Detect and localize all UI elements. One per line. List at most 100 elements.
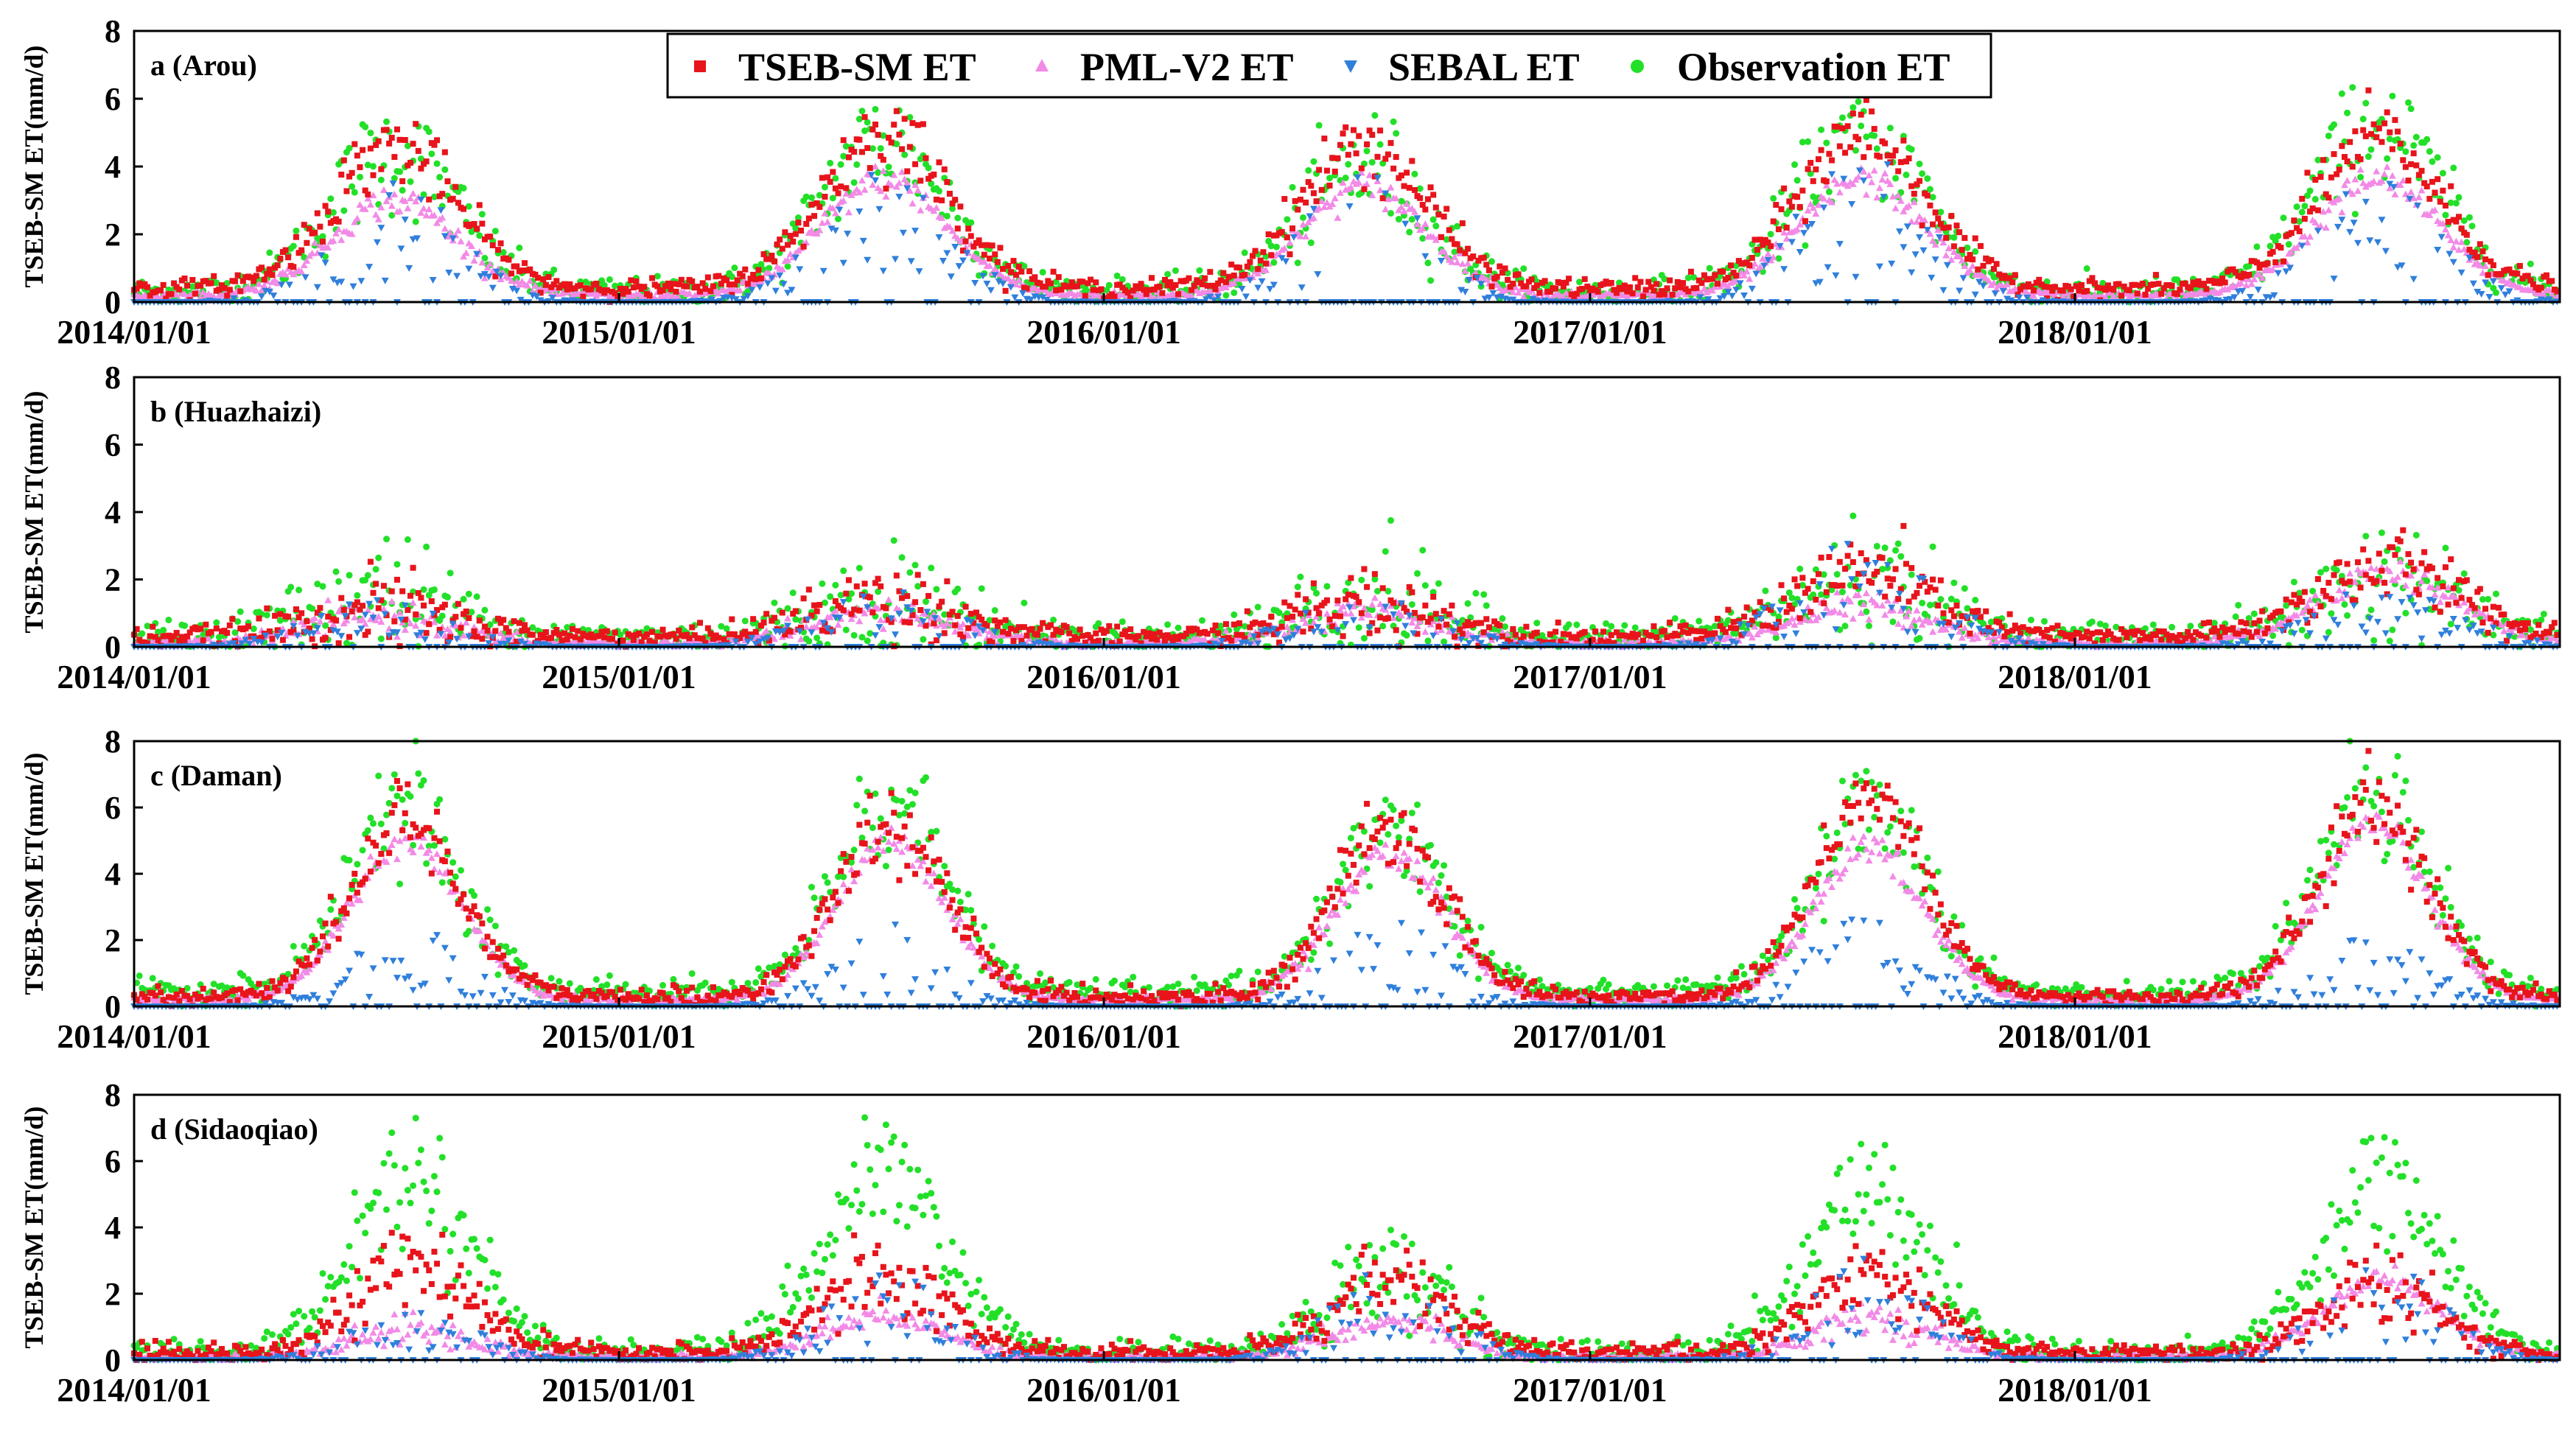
data-point <box>1411 170 1418 178</box>
data-point <box>1924 192 1931 199</box>
data-point <box>2412 133 2420 141</box>
data-point <box>410 141 416 147</box>
data-point <box>2203 286 2210 292</box>
data-point <box>404 142 411 150</box>
data-point <box>208 280 214 287</box>
data-point <box>540 276 547 283</box>
data-point <box>2426 195 2433 202</box>
data-point <box>1810 193 1817 200</box>
data-point <box>1379 623 1387 630</box>
data-point <box>2376 125 2382 132</box>
data-point <box>2423 136 2431 143</box>
data-point <box>1435 580 1442 587</box>
data-point <box>829 194 836 202</box>
data-point <box>1788 203 1795 210</box>
data-point <box>465 590 472 597</box>
data-point <box>1863 608 1870 615</box>
data-point <box>1661 291 1667 298</box>
data-point <box>861 127 869 135</box>
data-point <box>2088 618 2096 625</box>
data-point <box>1977 242 1984 249</box>
data-point <box>491 228 499 235</box>
data-point <box>1807 160 1814 167</box>
data-point <box>1903 171 1910 178</box>
data-point <box>2455 194 2463 201</box>
data-point <box>2389 146 2395 153</box>
data-point <box>1533 282 1540 289</box>
data-point <box>821 183 828 191</box>
data-point <box>1948 213 1955 220</box>
data-point <box>1911 190 1917 197</box>
data-point <box>2485 272 2491 278</box>
data-point <box>2149 621 2157 628</box>
data-point <box>2115 281 2122 287</box>
data-point <box>835 190 841 197</box>
data-point <box>861 113 868 120</box>
data-point <box>298 247 305 253</box>
data-point <box>2341 600 2348 608</box>
data-point <box>237 288 244 295</box>
data-point <box>487 234 494 240</box>
data-point <box>2429 178 2435 185</box>
data-point <box>1876 153 1883 160</box>
data-point <box>1772 634 1779 642</box>
data-point <box>744 281 751 287</box>
data-point <box>2325 194 2332 201</box>
data-point <box>2410 150 2417 157</box>
data-point <box>668 286 674 292</box>
data-point <box>1581 276 1588 282</box>
data-point <box>1326 175 1334 182</box>
data-point <box>872 122 878 128</box>
data-point <box>1329 155 1336 161</box>
data-point <box>832 581 839 589</box>
data-point <box>1671 614 1679 622</box>
data-point <box>1818 147 1824 153</box>
data-point <box>853 161 861 168</box>
data-point <box>1111 293 1118 300</box>
data-point <box>1416 185 1424 192</box>
data-point <box>290 242 297 250</box>
data-point <box>1430 192 1437 198</box>
data-point <box>2253 243 2261 250</box>
data-point <box>2365 87 2372 94</box>
data-point <box>1712 272 1718 278</box>
data-point <box>468 228 475 236</box>
data-point <box>393 561 401 568</box>
data-point <box>2442 211 2449 219</box>
data-point <box>192 290 198 297</box>
data-point <box>1929 194 1936 201</box>
data-point <box>2303 192 2311 200</box>
data-point <box>452 183 459 190</box>
data-point <box>1916 634 1923 642</box>
data-point <box>438 612 446 620</box>
data-point <box>1220 270 1227 276</box>
data-point <box>2094 284 2101 291</box>
data-point <box>1810 178 1816 184</box>
data-point <box>1457 247 1463 253</box>
data-point <box>704 274 711 281</box>
data-point <box>2328 174 2334 180</box>
data-point <box>2150 281 2157 287</box>
data-point <box>1292 197 1298 204</box>
data-point <box>266 266 273 273</box>
data-point <box>2298 626 2306 634</box>
data-point <box>1305 167 1312 174</box>
data-point <box>757 275 764 281</box>
data-point <box>393 126 400 133</box>
data-point <box>1937 595 1945 603</box>
data-point <box>2445 219 2451 225</box>
data-point <box>2323 565 2330 572</box>
data-point <box>221 285 228 292</box>
x-tick-label: 2017/01/01 <box>1513 313 1667 351</box>
data-point <box>2280 214 2287 222</box>
data-point <box>386 140 393 147</box>
data-point <box>1270 259 1278 266</box>
data-point <box>1403 631 1410 639</box>
data-point <box>2325 132 2332 139</box>
data-point <box>726 281 732 288</box>
data-point <box>426 196 433 203</box>
data-point <box>2344 109 2351 116</box>
data-point <box>2299 195 2306 202</box>
data-point <box>2465 214 2473 221</box>
data-point <box>1895 168 1902 175</box>
